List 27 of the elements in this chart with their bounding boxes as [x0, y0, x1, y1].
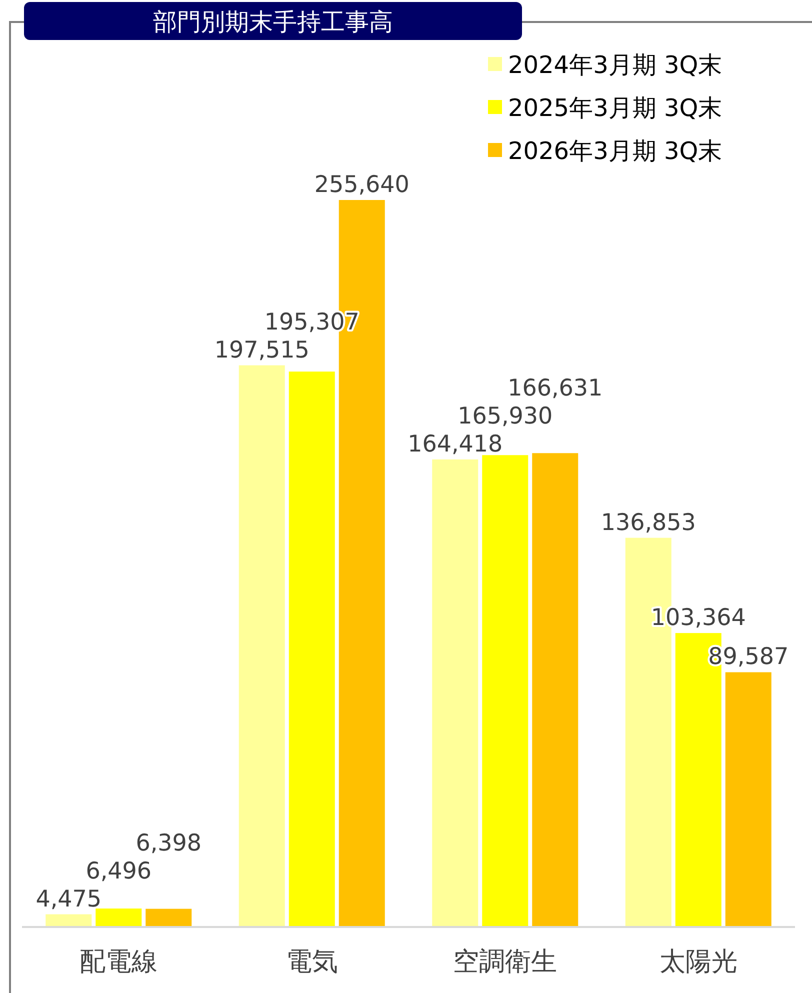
bar [96, 908, 142, 927]
bar [238, 365, 285, 927]
data-label: 136,853 [600, 510, 696, 536]
legend-label: 2024年3月期 3Q末 [508, 51, 722, 79]
bar [432, 459, 478, 927]
x-tick-label: 電気 [286, 947, 338, 977]
data-label: 165,930 [458, 403, 553, 430]
data-label: 6,496 [86, 858, 152, 884]
data-label: 255,640 [314, 172, 410, 198]
data-label: 164,418 [408, 431, 503, 458]
legend-label: 2025年3月期 3Q末 [508, 94, 722, 122]
data-label: 103,364 [650, 605, 746, 632]
data-label: 4,475 [36, 886, 102, 912]
data-label: 6,398 [136, 830, 202, 856]
chart-title: 部門別期末手持工事高 [153, 8, 393, 36]
data-label: 166,631 [508, 375, 603, 402]
bar [725, 672, 772, 927]
bar [532, 453, 578, 927]
bar [146, 908, 192, 927]
legend-label: 2026年3月期 3Q末 [508, 137, 722, 165]
x-tick-label: 空調衛生 [453, 947, 558, 977]
x-tick-label: 太陽光 [659, 947, 738, 977]
bar [46, 914, 92, 927]
bar [482, 455, 528, 927]
data-label: 197,515 [214, 337, 310, 364]
bar [288, 372, 335, 927]
x-tick-label: 配電線 [80, 947, 158, 977]
